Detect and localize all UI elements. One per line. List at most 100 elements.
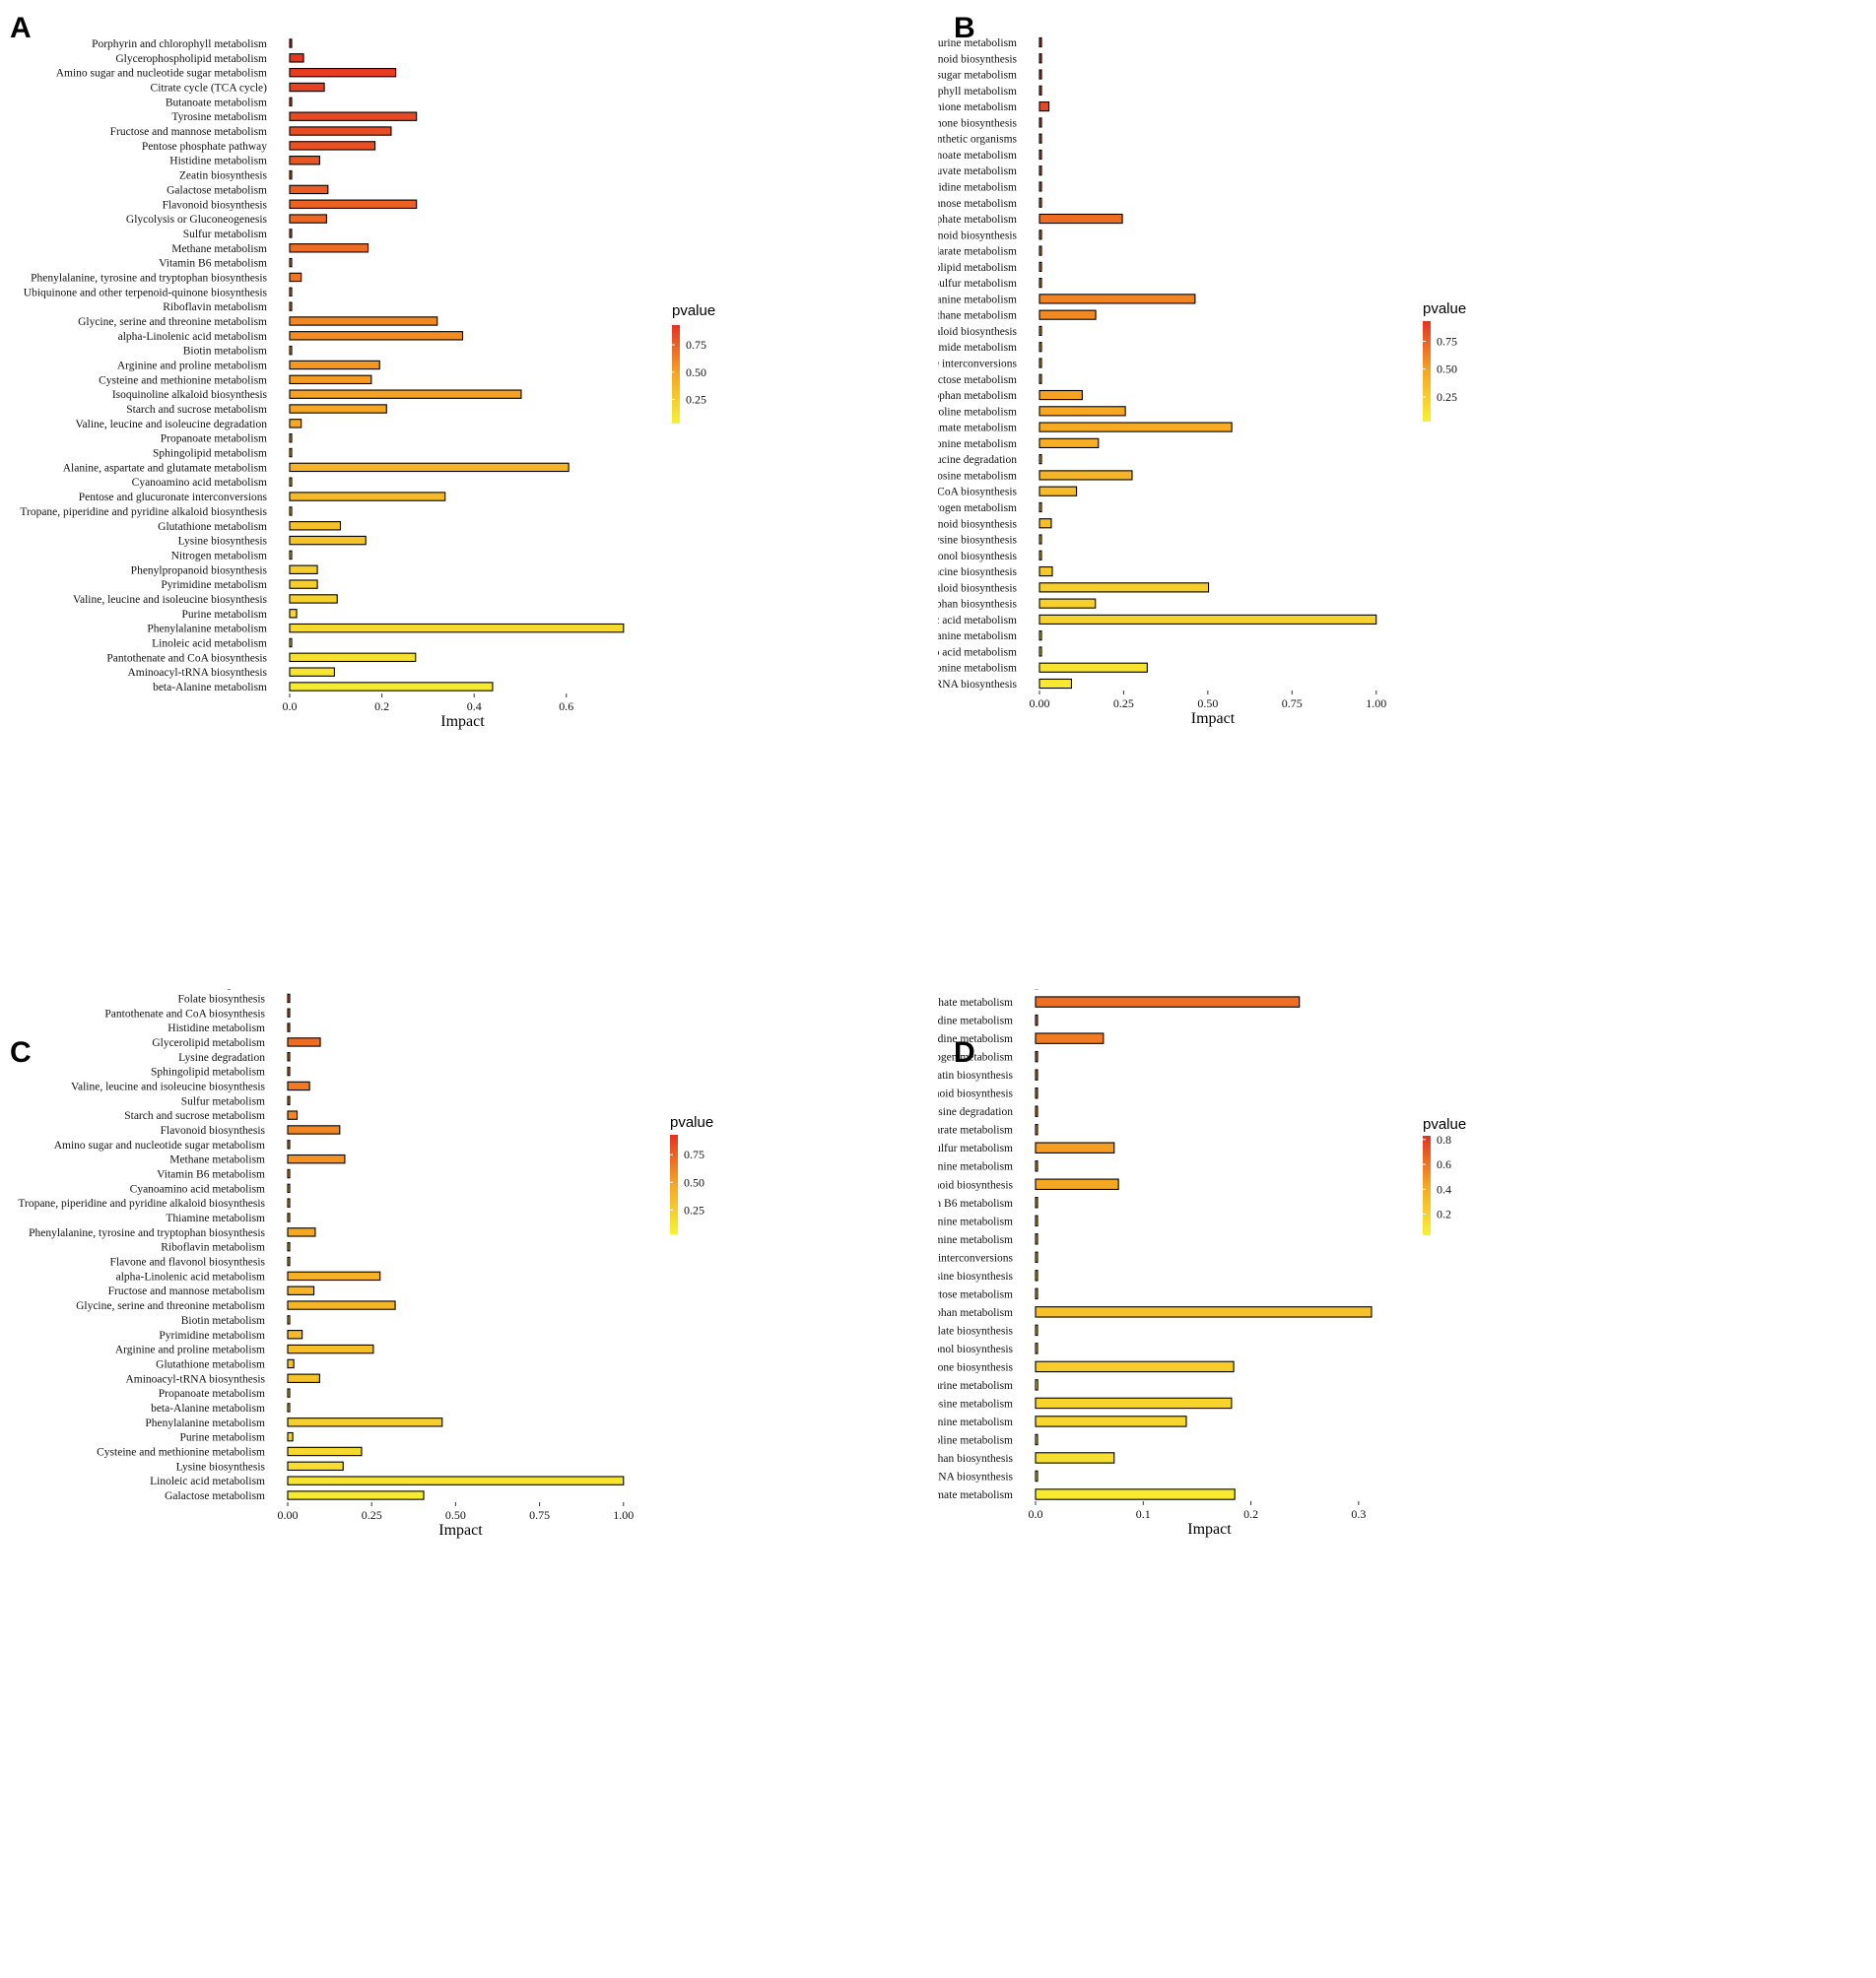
bar-thiamine-metabolism [287,1213,291,1222]
category-label-aminoacyl-trna-biosynthesis: Aminoacyl-tRNA biosynthesis [125,1373,265,1385]
category-label-histidine-metabolism: Histidine metabolism [169,156,267,167]
bar-histidine-metabolism [1035,1032,1105,1044]
bar-galactose-metabolism [289,184,329,195]
bar-cyanoamino-acid-metabolism [287,1183,291,1194]
bar-phenylalanine-metabolism [289,623,625,633]
category-label-glycolysis-or-gluconeogenesis: Glycolysis or Gluconeogenesis [126,214,268,226]
category-label-linoleic-acid-metabolism: Linoleic acid metabolism [938,615,1017,626]
category-label-purine-metabolism: Purine metabolism [179,1432,265,1444]
category-label-arginine-and-proline-metabolism: Arginine and proline metabolism [115,1345,265,1356]
category-label-alpha-linolenic-acid-metabolism: alpha-Linolenic acid metabolism [116,1271,265,1283]
x-tick-label: 0.0 [283,699,298,713]
bar-pyruvate-metabolism [1038,165,1042,176]
category-label-carbon-fixation-in-photosynthetic-organisms: Carbon fixation in photosynthetic organi… [938,134,1018,146]
bar-flavonoid-biosynthesis [1035,1087,1038,1099]
category-label-tryptophan-metabolism: Tryptophan metabolism [938,390,1017,402]
bar-chart-b: B Purine metabolism Carotenoid biosynthes… [938,12,1466,727]
bar-tropane-piperidine-and-pyridine-alkaloid-biosynthesis [289,506,293,516]
bar-folate-biosynthesis [287,993,291,1004]
category-label-sulfur-metabolism: Sulfur metabolism [938,1143,1013,1154]
bar-butanoate-metabolism [1038,149,1042,161]
bar-phenylalanine-tyrosine-and-tryptophan-biosynthesis [1035,1452,1115,1464]
bar-methane-metabolism [287,1154,346,1164]
category-label-lysine-biosynthesis: Lysine biosynthesis [938,535,1018,547]
category-label-amino-sugar-and-nucleotide-sugar-metabolism: Amino sugar and nucleotide sugar metabol… [54,1140,265,1152]
bar-purine-metabolism [1038,36,1042,48]
bar-alanine-aspartate-and-glutamate-metabolism [1038,422,1233,432]
category-label-glycine-serine-and-threonine-metabolism: Glycine, serine and threonine metabolism [938,663,1017,675]
category-label-ubiquinone-and-other-terpenoid-quinone-biosynthesis: Ubiquinone and other terpenoid-quinone b… [938,1361,1014,1373]
category-label-sphingolipid-metabolism: Sphingolipid metabolism [151,1067,265,1079]
bar-fructose-and-mannose-metabolism [289,126,392,136]
bar-sphingolipid-metabolism [289,447,293,458]
bar-amino-sugar-and-nucleotide-sugar-metabolism [1038,69,1042,80]
bar-glycine-serine-and-threonine-metabolism [287,1300,396,1310]
bar-arginine-and-proline-metabolism [1038,406,1126,417]
category-label-beta-alanine-metabolism: beta-Alanine metabolism [938,1161,1013,1173]
panel-c: C Fatty acid biosynthesisValine, leucine… [0,989,938,1978]
category-label-zeatin-biosynthesis: Zeatin biosynthesis [177,989,266,991]
bar-phenylalanine-tyrosine-and-tryptophan-biosynthesis [287,1227,316,1237]
category-label-carotenoid-biosynthesis: Carotenoid biosynthesis [938,53,1018,65]
category-label-phenylalanine-tyrosine-and-tryptophan-biosynthesis: Phenylalanine, tyrosine and tryptophan b… [938,599,1018,611]
category-label-purine-metabolism: Purine metabolism [938,1380,1013,1392]
category-label-galactose-metabolism: Galactose metabolism [938,374,1017,386]
category-label-glycerophospholipid-metabolism: Glycerophospholipid metabolism [115,53,267,65]
category-label-butanoate-metabolism: Butanoate metabolism [938,150,1017,162]
bar-linoleic-acid-metabolism [287,1476,625,1485]
bar-amino-sugar-and-nucleotide-sugar-metabolism [289,67,397,78]
bar-glycine-serine-and-threonine-metabolism [289,316,438,326]
bar-purine-metabolism [1035,1379,1038,1391]
bar-histidine-metabolism [287,1022,291,1032]
category-label-phenylpropanoid-biosynthesis: Phenylpropanoid biosynthesis [131,564,268,576]
bar-aminoacyl-trna-biosynthesis [1035,1470,1038,1483]
bar-cysteine-and-methionine-metabolism [1038,437,1100,448]
bar-phenylalanine-tyrosine-and-tryptophan-biosynthesis [289,272,302,283]
x-tick-label: 0.4 [467,699,482,713]
category-label-zeatin-biosynthesis: Zeatin biosynthesis [179,170,268,182]
bar-sphingolipid-metabolism [287,1066,291,1077]
category-label-glutathione-metabolism: Glutathione metabolism [158,521,267,533]
bar-phenylalanine-metabolism [1035,1416,1187,1427]
bar-riboflavin-metabolism [287,1241,291,1252]
bar-linoleic-acid-metabolism [289,637,293,648]
bar-aminoacyl-trna-biosynthesis [287,1373,320,1383]
x-tick-label: 0.1 [1136,1507,1151,1521]
category-label-methane-metabolism: Methane metabolism [171,243,267,255]
bar-flavone-and-flavonol-biosynthesis [1038,550,1042,560]
panel-d: D Amino sugar and nucleotide sugar metab… [938,989,1876,1978]
category-label-vitamin-b6-metabolism: Vitamin B6 metabolism [157,1169,265,1181]
category-label-tropane-piperidine-and-pyridine-alkaloid-biosynthesis: Tropane, piperidine and pyridine alkaloi… [938,326,1018,338]
category-label-arginine-and-proline-metabolism: Arginine and proline metabolism [938,406,1017,418]
category-label-pyrimidine-metabolism: Pyrimidine metabolism [938,1016,1013,1027]
bar-starch-and-sucrose-metabolism [289,404,387,414]
bar-citrate-cycle-tca-cycle [289,82,325,93]
legend-title: pvalue [1423,1116,1466,1133]
panel-b: B Purine metabolism Carotenoid biosynthes… [938,0,1876,989]
legend-colorbar [1423,321,1431,422]
category-label-pyruvate-metabolism: Pyruvate metabolism [938,165,1017,177]
category-label-pantothenate-and-coa-biosynthesis: Pantothenate and CoA biosynthesis [106,652,267,664]
x-tick-label: 0.6 [559,699,573,713]
panel-label-d: D [954,1036,975,1069]
bar-valine-leucine-and-isoleucine-biosynthesis [289,594,338,604]
bar-nitrogen-metabolism [1038,501,1042,513]
bar-lysine-degradation [287,1052,291,1062]
bar-chart-d: D Amino sugar and nucleotide sugar metab… [938,989,1466,1538]
bar-starch-and-sucrose-metabolism [287,1110,299,1120]
bar-glutathione-metabolism [289,521,342,531]
bar-phenylpropanoid-biosynthesis [289,564,318,574]
bar-zeatin-biosynthesis [289,169,293,180]
x-tick-label: 0.25 [1113,696,1134,710]
legend-tick-label: 0.50 [1437,363,1457,376]
bar-phenylpropanoid-biosynthesis [1035,1178,1119,1190]
category-label-nitrogen-metabolism: Nitrogen metabolism [171,550,267,561]
bar-glycine-serine-and-threonine-metabolism [1038,662,1148,673]
bar-fructose-and-mannose-metabolism [287,1286,315,1295]
bar-sulfur-metabolism [287,1095,291,1106]
bar-arginine-and-proline-metabolism [289,360,380,370]
category-label-flavonoid-biosynthesis: Flavonoid biosynthesis [161,1125,266,1137]
bar-isoquinoline-alkaloid-biosynthesis [289,389,522,399]
category-label-alpha-linolenic-acid-metabolism: alpha-Linolenic acid metabolism [118,331,267,343]
bar-valine-leucine-and-isoleucine-degradation [1038,454,1042,465]
